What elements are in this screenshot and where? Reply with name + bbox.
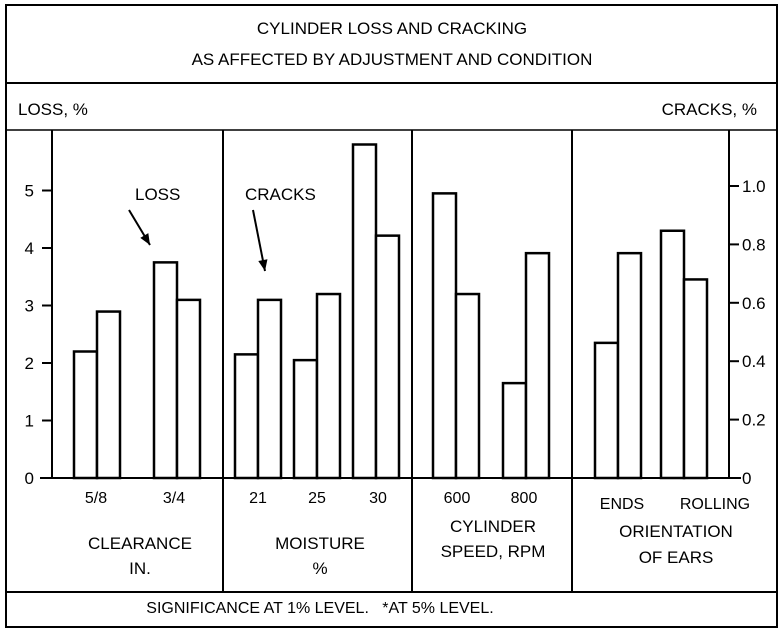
category-label: ENDS <box>600 496 644 513</box>
bar-cracks-ROLLING <box>682 278 709 480</box>
bar-cracks-21 <box>256 298 283 480</box>
annotation-loss: LOSS <box>135 185 180 204</box>
bar-cracks-800 <box>524 251 551 480</box>
right-tick-label: 0.8 <box>742 235 766 254</box>
bar-loss-3/4 <box>152 261 179 480</box>
right-tick-label: 1.0 <box>742 177 766 196</box>
bar-loss-21 <box>233 353 260 480</box>
bar-cracks-ENDS <box>616 251 643 480</box>
bar-loss-600 <box>431 192 458 480</box>
group-label: ORIENTATION <box>619 522 733 541</box>
annotation-cracks: CRACKS <box>245 185 316 204</box>
left-tick-label: 0 <box>25 469 34 488</box>
bar-cracks-600 <box>454 292 481 480</box>
category-label: 25 <box>308 490 326 507</box>
group-label: IN. <box>129 559 151 578</box>
group-label: CLEARANCE <box>88 534 192 553</box>
group-label: CYLINDER <box>450 517 536 536</box>
left-tick-label: 3 <box>25 297 34 316</box>
right-tick-label: 0.4 <box>742 352 766 371</box>
group-label: SPEED, RPM <box>441 542 546 561</box>
left-tick-label: 5 <box>25 182 34 201</box>
category-label: 800 <box>511 490 538 507</box>
bar-cracks-25 <box>315 292 342 480</box>
footnote: SIGNIFICANCE AT 1% LEVEL. *AT 5% LEVEL. <box>146 600 493 617</box>
right-tick-label: 0.6 <box>742 294 766 313</box>
loss-arrow-head <box>140 233 150 245</box>
left-tick-label: 4 <box>25 239 34 258</box>
category-label: ROLLING <box>680 496 750 513</box>
bar-loss-5/8 <box>72 350 99 480</box>
left-tick-label: 1 <box>25 412 34 431</box>
bar-loss-ROLLING <box>659 229 686 480</box>
left-tick-label: 2 <box>25 354 34 373</box>
bar-cracks-5/8 <box>95 310 122 480</box>
bar-cracks-3/4 <box>175 298 202 480</box>
chart-subtitle: AS AFFECTED BY ADJUSTMENT AND CONDITION <box>192 50 593 69</box>
right-tick-label: 0 <box>742 469 751 488</box>
category-label: 30 <box>369 490 387 507</box>
bar-loss-30 <box>351 143 378 480</box>
bar-loss-25 <box>292 358 319 480</box>
cracks-arrow-head <box>258 259 268 271</box>
category-label: 3/4 <box>163 490 185 507</box>
bar-loss-800 <box>501 381 528 480</box>
group-label: OF EARS <box>639 548 714 567</box>
category-label: 600 <box>444 490 471 507</box>
right-tick-label: 0.2 <box>742 411 766 430</box>
category-label: 21 <box>249 490 267 507</box>
bar-cracks-30 <box>374 234 401 480</box>
left-axis-label: LOSS, % <box>18 100 88 119</box>
right-axis-label: CRACKS, % <box>662 100 757 119</box>
category-label: 5/8 <box>85 490 107 507</box>
bar-loss-ENDS <box>593 341 620 480</box>
group-label: MOISTURE <box>275 534 365 553</box>
chart-title: CYLINDER LOSS AND CRACKING <box>257 19 527 38</box>
group-label: % <box>312 559 327 578</box>
